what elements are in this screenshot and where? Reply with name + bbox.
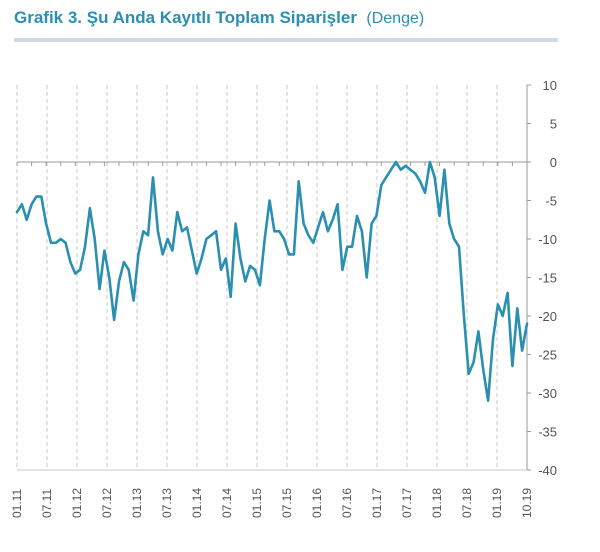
x-tick-label: 07.15 (280, 488, 294, 518)
x-tick-labels: 01.11 07.11 01.12 07.12 01.13 07.13 01.14 07.14… (10, 488, 534, 518)
x-tick-label: 07.11 (40, 489, 54, 518)
x-tick-label: 07.12 (100, 488, 114, 518)
x-tick-label: 07.17 (400, 488, 414, 518)
vertical-gridlines (16, 85, 528, 470)
y-tick-label: -15 (538, 271, 557, 286)
y-tick-label: 0 (550, 155, 557, 170)
y-tick-labels: 10 5 0 -5 -10 -15 -20 -25 -30 -35 -40 (527, 78, 557, 478)
x-tick-label: 01.12 (70, 488, 84, 518)
y-tick-label: 5 (550, 117, 557, 132)
x-tick-label: 10.19 (520, 488, 534, 518)
axes (16, 85, 528, 471)
x-tick-label: 01.11 (10, 489, 24, 518)
chart-title-block: Grafik 3. Şu Anda Kayıtlı Toplam Sipariş… (14, 8, 424, 28)
x-tick-label: 01.18 (430, 488, 444, 518)
series-line (15, 160, 529, 403)
x-tick-label: 07.13 (160, 488, 174, 518)
x-tick-label: 07.14 (220, 488, 234, 518)
y-tick-label: -5 (545, 194, 557, 209)
y-tick-label: -20 (538, 309, 557, 324)
y-tick-label: -25 (538, 348, 557, 363)
x-tick-label: 01.14 (190, 488, 204, 518)
y-tick-label: -30 (538, 386, 557, 401)
x-tick-label: 01.19 (490, 488, 504, 518)
chart-subtitle: (Denge) (366, 10, 425, 27)
x-tick-label: 07.18 (460, 488, 474, 518)
y-tick-label: -35 (538, 425, 557, 440)
y-tick-label: 10 (543, 78, 557, 93)
chart-title: Grafik 3. Şu Anda Kayıtlı Toplam Sipariş… (14, 8, 357, 27)
x-tick-label: 01.16 (310, 488, 324, 518)
y-tick-label: -10 (538, 232, 557, 247)
x-tick-label: 01.17 (370, 488, 384, 518)
y-tick-label: -40 (538, 463, 557, 478)
series-group (15, 160, 529, 403)
x-tick-label: 01.13 (130, 488, 144, 518)
x-tick-label: 01.15 (250, 488, 264, 518)
title-underline (14, 38, 558, 42)
x-tick-label: 07.16 (340, 488, 354, 518)
